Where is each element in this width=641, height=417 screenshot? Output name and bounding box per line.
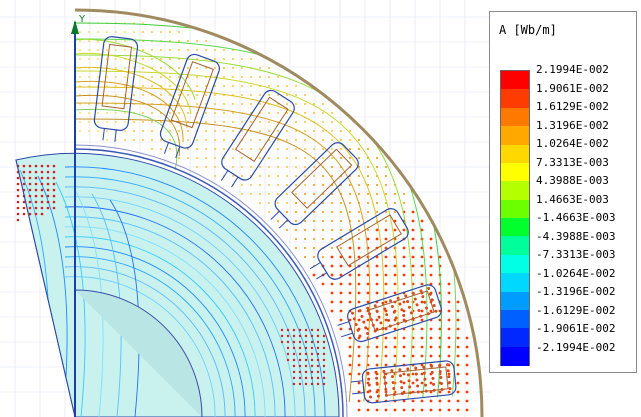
legend-value-label: -2.1994E-002	[536, 340, 616, 354]
legend-swatch	[501, 236, 529, 256]
legend-value-label: 2.1994E-002	[536, 63, 609, 76]
legend-value-label: 7.3313E-003	[536, 155, 609, 169]
rotor-inner-arc	[74, 289, 203, 417]
legend-value-label: -4.3988E-003	[536, 229, 616, 243]
legend-swatch	[501, 291, 529, 311]
legend-value-label: -1.4663E-003	[536, 211, 616, 224]
rotor-flux-dots	[16, 164, 326, 386]
legend-value-label: -1.0264E-002	[536, 266, 616, 280]
legend-value-label: 4.3988E-003	[536, 174, 609, 187]
rotor-radial-edge	[15, 159, 76, 417]
legend-swatch	[501, 199, 529, 219]
airgap-arc-outer	[74, 144, 348, 417]
legend-swatch	[501, 346, 529, 366]
legend-value-label: 1.4663E-003	[536, 192, 609, 206]
legend-swatch	[501, 328, 529, 348]
rotor-region	[15, 152, 340, 417]
legend-swatch	[501, 71, 529, 90]
legend-swatch	[501, 309, 529, 329]
legend-swatch	[501, 181, 529, 201]
legend-value-label: 1.6129E-002	[536, 100, 609, 113]
legend-value-label: 1.0264E-002	[536, 137, 609, 150]
legend-swatch	[501, 144, 529, 164]
y-axis-label: Y	[78, 14, 86, 25]
legend-value-label: -1.6129E-002	[536, 303, 616, 317]
legend-value-label: -1.3196E-002	[536, 285, 616, 298]
legend-swatch	[501, 273, 529, 292]
legend-swatch	[501, 254, 529, 274]
legend-value-label: -7.3313E-003	[536, 248, 616, 261]
legend-swatch	[501, 107, 529, 127]
legend-swatch	[501, 126, 529, 145]
legend-value-label: -1.9061E-002	[536, 322, 616, 335]
legend-value-label: 1.9061E-002	[536, 81, 609, 95]
airgap-arc	[74, 148, 344, 417]
stator-outer-boundary	[74, 8, 484, 417]
y-axis-arrow	[71, 20, 79, 34]
legend-swatch	[501, 162, 529, 182]
legend-swatch	[501, 89, 529, 109]
legend-swatch	[501, 218, 529, 237]
stator-slots	[93, 36, 457, 404]
legend-title: A [Wb/m]	[499, 23, 557, 37]
stator-flux-dots	[79, 22, 469, 412]
legend-color-bar	[500, 70, 530, 366]
legend-panel: A [Wb/m] 2.1994E-002 1.9061E-002 1.6129E-0…	[489, 11, 637, 373]
rotor-contour-lines	[19, 166, 326, 417]
legend-value-label: 1.3196E-002	[536, 118, 609, 132]
